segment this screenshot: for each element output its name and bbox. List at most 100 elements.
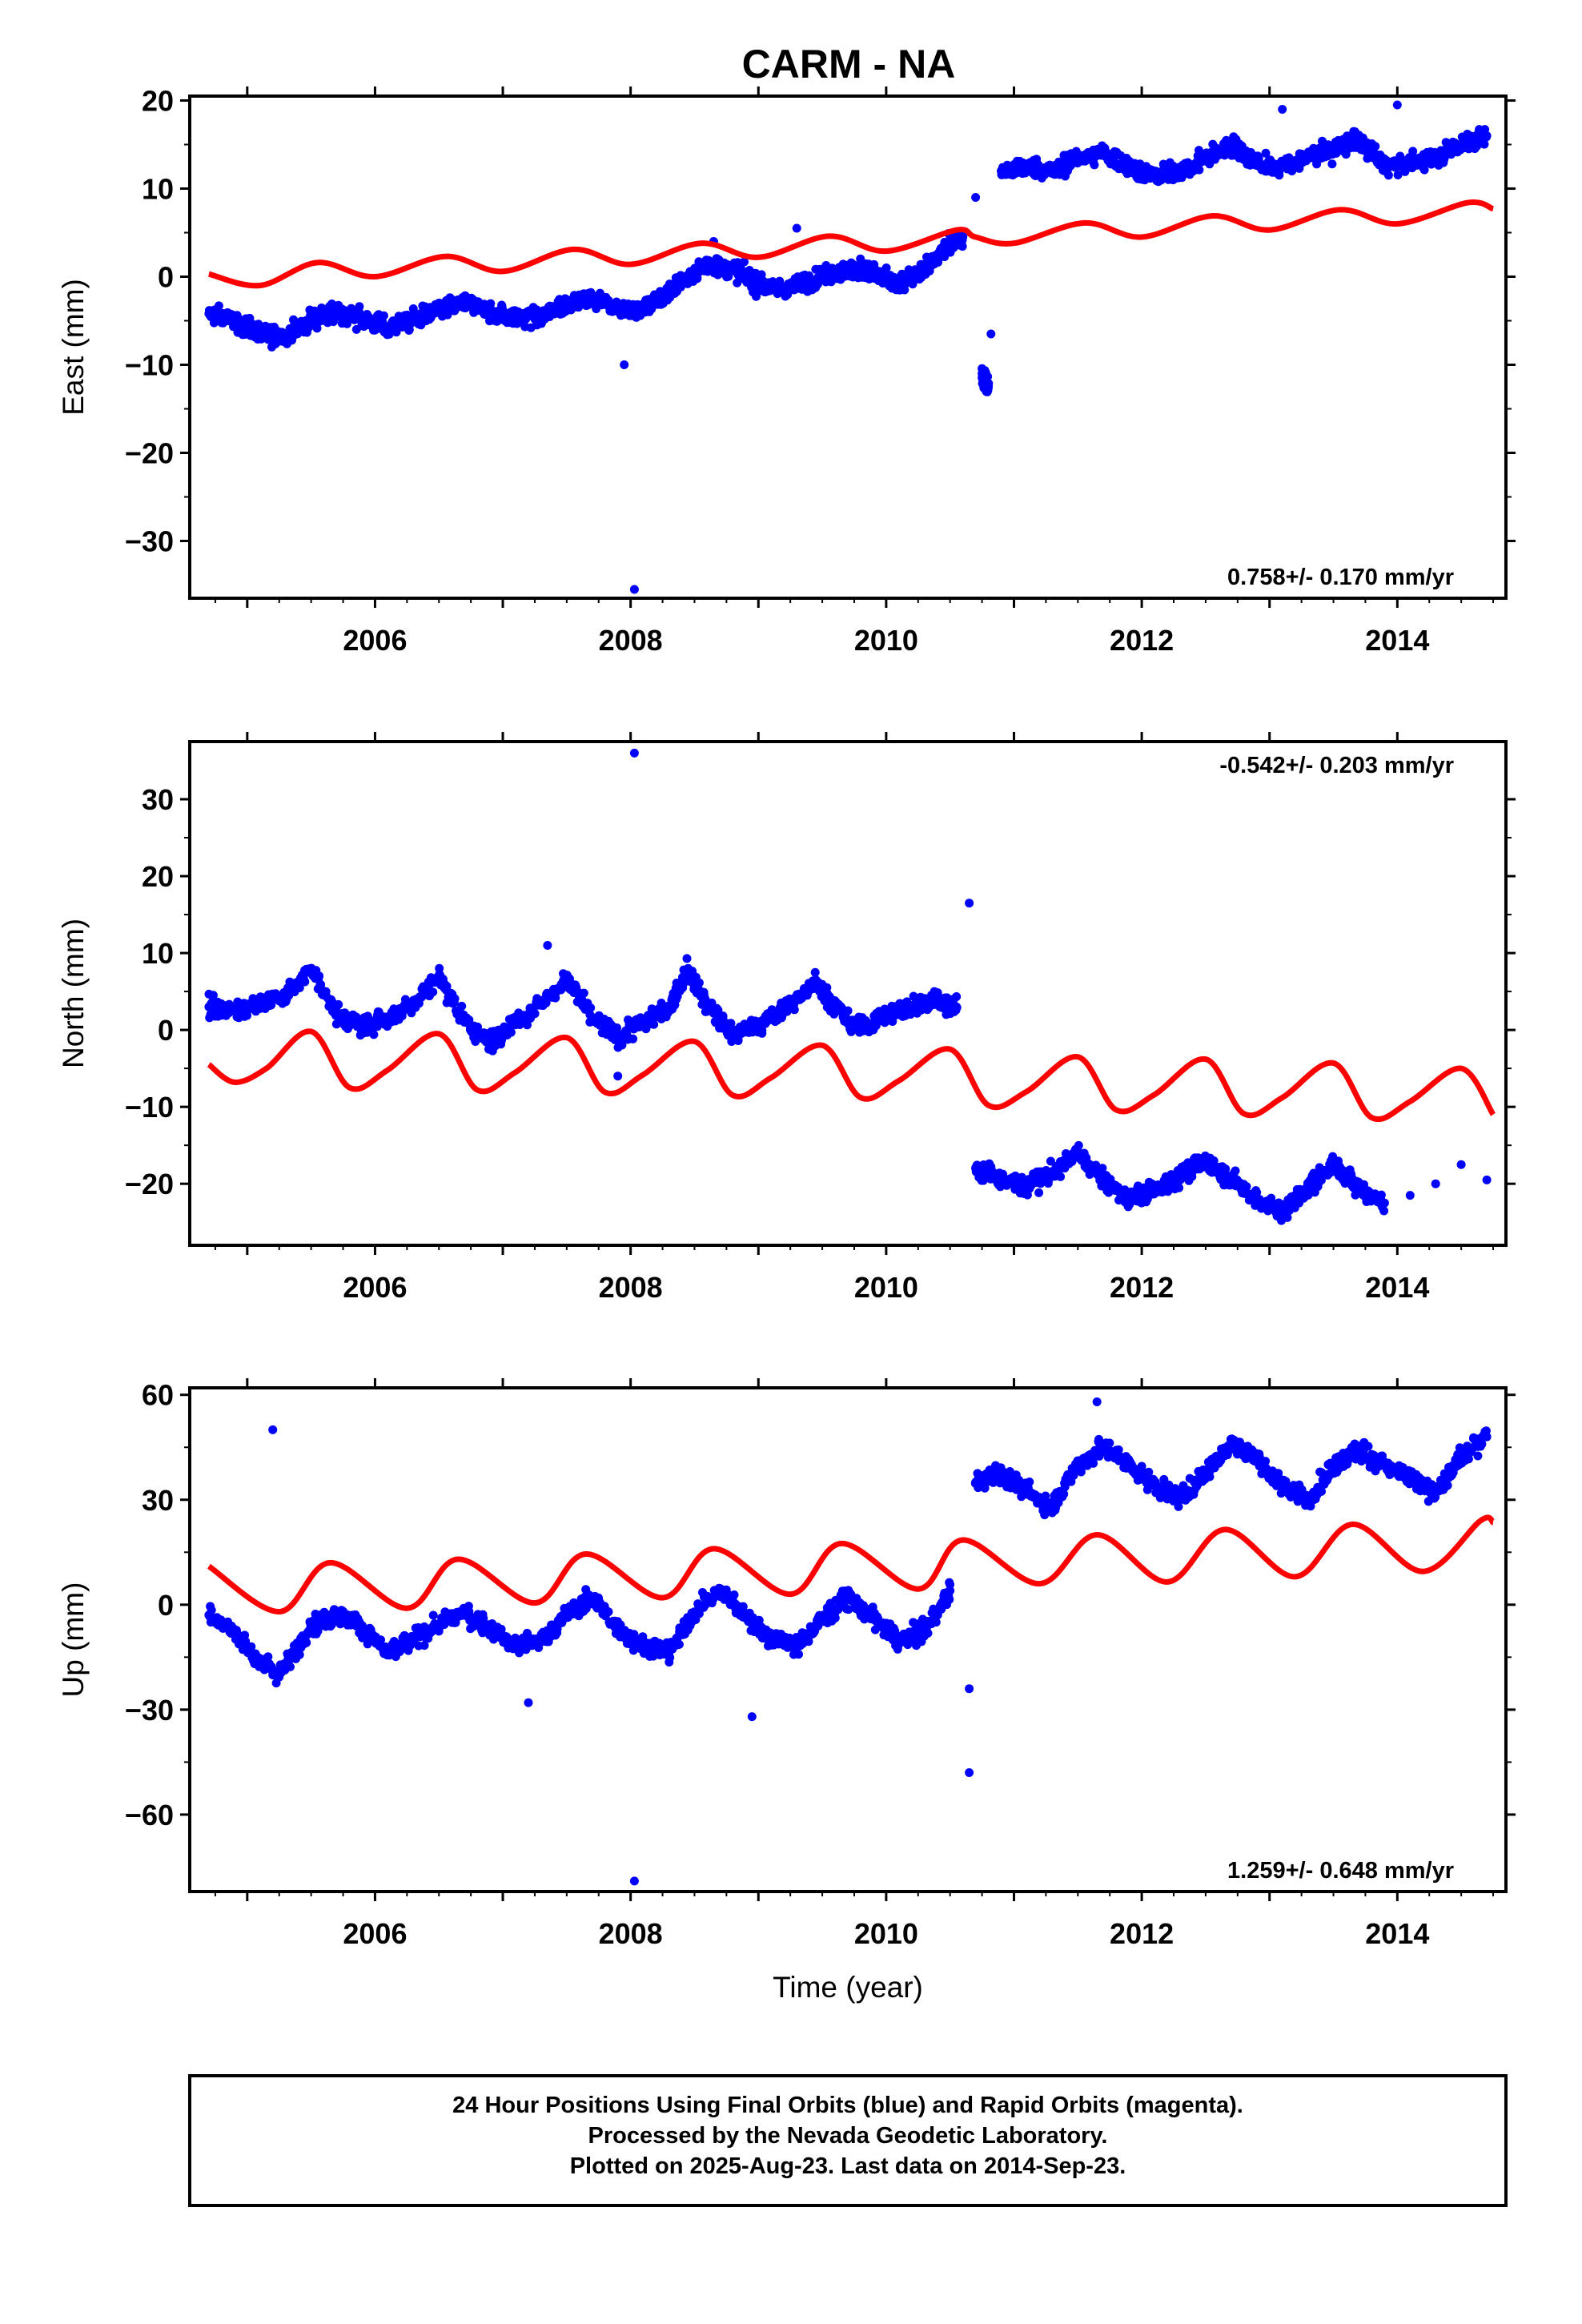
data-point (674, 1639, 684, 1649)
data-point (1150, 1187, 1159, 1196)
data-point (1060, 1482, 1070, 1492)
data-point (888, 1017, 897, 1026)
data-point (1405, 1191, 1415, 1200)
y-tick-label: 10 (142, 173, 174, 206)
data-point (1022, 1183, 1031, 1192)
data-point (295, 983, 304, 992)
data-point (665, 1002, 673, 1011)
data-point (978, 369, 987, 378)
data-point (604, 1607, 613, 1617)
data-point (434, 971, 444, 981)
data-point (562, 299, 572, 308)
data-point (1252, 1194, 1262, 1204)
data-point (971, 1164, 981, 1173)
data-point (307, 314, 316, 324)
data-point (208, 991, 218, 1000)
data-point (726, 1019, 736, 1028)
data-point (789, 1005, 799, 1015)
data-point (1098, 1175, 1108, 1184)
data-point (1098, 1164, 1107, 1173)
data-point (209, 318, 219, 328)
data-point (300, 977, 310, 987)
data-point (1371, 142, 1380, 151)
data-point (1354, 1183, 1363, 1192)
data-point (728, 263, 737, 272)
data-point (1227, 1175, 1236, 1184)
data-point (511, 312, 520, 322)
data-point (754, 1615, 764, 1625)
scatter-series (204, 1397, 1492, 1886)
data-point (562, 975, 572, 985)
x-tick-label: 2010 (854, 1271, 918, 1304)
data-point (933, 995, 942, 1004)
data-point (620, 360, 629, 369)
data-point (383, 323, 392, 332)
data-point (1174, 1183, 1184, 1192)
data-point (1419, 165, 1429, 175)
data-point (1144, 1467, 1154, 1477)
x-tick-label: 2006 (343, 1271, 407, 1304)
data-point (255, 329, 265, 339)
data-point (1201, 1156, 1211, 1165)
y-tick-label: 10 (142, 937, 174, 970)
data-point (1090, 160, 1099, 170)
data-point (1379, 162, 1389, 171)
x-tick-label: 2014 (1365, 1271, 1429, 1304)
x-tick-label: 2008 (599, 624, 663, 657)
data-point (811, 975, 821, 985)
data-point (894, 281, 904, 290)
y-tick-label: 20 (142, 85, 174, 118)
data-point (302, 1638, 311, 1647)
data-point (844, 1605, 853, 1614)
data-point (677, 276, 686, 286)
data-point (632, 308, 642, 316)
data-point (1456, 1160, 1466, 1169)
plot-frame (188, 740, 1508, 1247)
data-point (984, 382, 994, 392)
data-point (649, 1019, 659, 1029)
data-point (315, 971, 324, 981)
data-point (1405, 158, 1415, 167)
data-point (1379, 1198, 1389, 1208)
data-point (1376, 1190, 1386, 1200)
data-point (332, 1010, 342, 1019)
model-curve (207, 1028, 1496, 1122)
data-point (613, 303, 623, 312)
data-point (376, 1635, 385, 1645)
data-point (408, 999, 418, 1007)
data-point (534, 1643, 544, 1652)
x-tick-label: 2010 (854, 624, 918, 657)
data-point (1074, 1140, 1083, 1150)
data-point (230, 316, 239, 325)
data-point (1105, 1438, 1114, 1448)
data-point (428, 987, 438, 997)
data-point (204, 309, 214, 319)
data-point (728, 1029, 737, 1039)
data-point (1283, 1212, 1292, 1222)
data-point (334, 999, 343, 1009)
data-point (1175, 167, 1185, 175)
plot-frame (188, 94, 1508, 600)
data-point (702, 259, 712, 268)
data-point (995, 1478, 1005, 1488)
data-point (536, 999, 546, 1007)
data-point (408, 314, 418, 324)
data-point (485, 1037, 495, 1046)
data-point (694, 978, 704, 987)
data-point (1408, 147, 1418, 156)
data-point (457, 1001, 467, 1011)
data-point (511, 1018, 520, 1027)
data-point (307, 963, 316, 973)
data-point (1252, 158, 1262, 167)
data-point (1201, 153, 1211, 163)
data-point (588, 294, 597, 304)
data-point (530, 1009, 540, 1019)
data-point (281, 332, 291, 341)
x-tick-label: 2012 (1110, 1271, 1174, 1304)
chart-title: CARM - NA (742, 42, 956, 86)
y-tick-label: −20 (125, 437, 174, 470)
data-point (652, 299, 661, 308)
data-point (1431, 153, 1440, 163)
data-point (1025, 1478, 1034, 1486)
